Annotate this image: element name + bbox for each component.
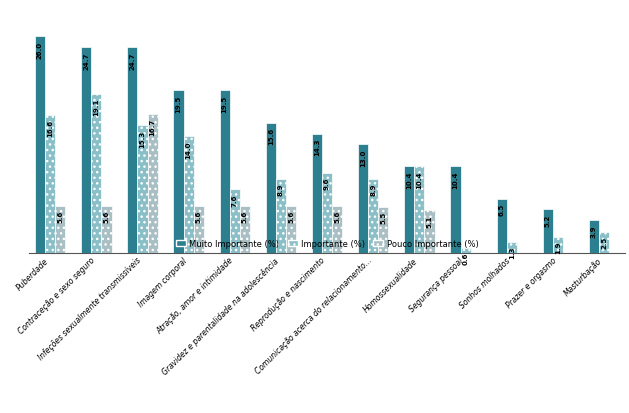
Bar <box>35 37 45 253</box>
Bar <box>91 95 101 253</box>
Text: 8.9: 8.9 <box>278 183 284 196</box>
Text: 6.5: 6.5 <box>499 203 504 216</box>
Text: 5.1: 5.1 <box>426 215 433 227</box>
Text: 13.0: 13.0 <box>360 149 366 166</box>
Text: 15.3: 15.3 <box>140 130 145 147</box>
Text: 5.6: 5.6 <box>57 211 64 223</box>
Bar <box>589 221 599 253</box>
Bar <box>460 248 470 253</box>
Text: 5.5: 5.5 <box>381 211 386 224</box>
Text: 24.7: 24.7 <box>83 52 89 69</box>
Bar <box>137 126 148 253</box>
Text: 1.9: 1.9 <box>555 241 561 254</box>
Text: 8.9: 8.9 <box>370 183 376 196</box>
Bar <box>148 114 158 253</box>
Text: 2.5: 2.5 <box>601 236 607 249</box>
Bar <box>378 207 389 253</box>
Bar <box>332 206 342 253</box>
Bar <box>286 206 296 253</box>
Bar <box>194 206 204 253</box>
Bar <box>240 206 250 253</box>
Text: 7.6: 7.6 <box>231 194 238 206</box>
Bar <box>507 242 517 253</box>
Text: 5.2: 5.2 <box>545 214 551 226</box>
Text: 9.6: 9.6 <box>324 178 330 190</box>
Bar <box>174 91 184 253</box>
Bar <box>322 173 332 253</box>
Text: 16.7: 16.7 <box>150 119 155 136</box>
Bar <box>415 167 425 253</box>
Bar <box>230 190 240 253</box>
Bar <box>312 134 322 253</box>
Bar <box>101 206 111 253</box>
Text: 24.7: 24.7 <box>130 52 135 69</box>
Text: 5.6: 5.6 <box>242 211 248 223</box>
Text: 14.3: 14.3 <box>314 138 320 156</box>
Bar <box>184 137 194 253</box>
Text: 19.5: 19.5 <box>221 95 228 113</box>
Text: 5.6: 5.6 <box>334 211 340 223</box>
Bar <box>543 210 553 253</box>
Text: 5.6: 5.6 <box>196 211 202 223</box>
Legend: Muito Importante (%), Importante (%), Pouco Importante (%): Muito Importante (%), Importante (%), Po… <box>172 236 482 251</box>
Text: 10.4: 10.4 <box>452 171 459 188</box>
Text: 5.6: 5.6 <box>103 211 109 223</box>
Bar <box>358 145 368 253</box>
Text: 19.1: 19.1 <box>93 99 99 116</box>
Bar <box>55 206 65 253</box>
Text: 0.6: 0.6 <box>462 252 469 264</box>
Text: 16.6: 16.6 <box>47 119 53 137</box>
Bar <box>368 179 378 253</box>
Text: 14.0: 14.0 <box>186 141 192 159</box>
Text: 3.9: 3.9 <box>591 225 597 237</box>
Text: 19.5: 19.5 <box>175 95 181 113</box>
Bar <box>404 167 415 253</box>
Bar <box>425 211 435 253</box>
Text: 5.6: 5.6 <box>288 211 294 223</box>
Bar <box>496 199 507 253</box>
Bar <box>45 115 55 253</box>
Text: 26.0: 26.0 <box>37 41 43 59</box>
Bar <box>265 123 276 253</box>
Bar <box>276 179 286 253</box>
Text: 15.6: 15.6 <box>268 128 274 145</box>
Bar <box>220 91 230 253</box>
Bar <box>127 48 137 253</box>
Text: 10.4: 10.4 <box>416 171 423 188</box>
Text: 10.4: 10.4 <box>406 171 412 188</box>
Bar <box>81 48 91 253</box>
Bar <box>599 232 609 253</box>
Bar <box>450 167 460 253</box>
Bar <box>553 237 563 253</box>
Text: 1.3: 1.3 <box>509 246 515 259</box>
